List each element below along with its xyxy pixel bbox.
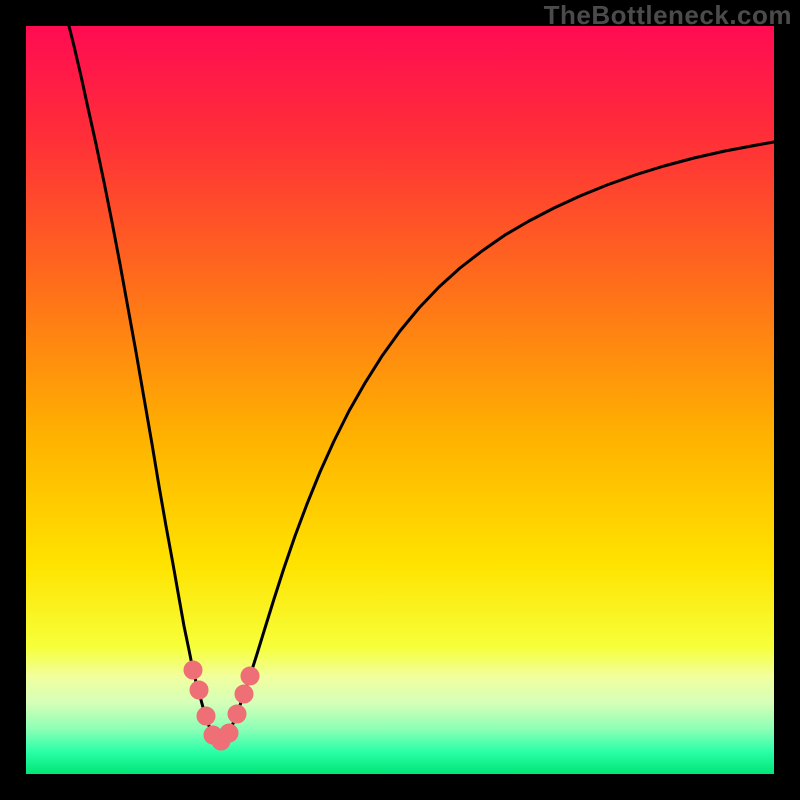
curve-marker xyxy=(184,661,202,679)
curve-marker xyxy=(220,724,238,742)
curve-marker xyxy=(241,667,259,685)
curve-marker xyxy=(190,681,208,699)
gradient-background xyxy=(26,26,774,774)
curve-marker xyxy=(197,707,215,725)
watermark-text: TheBottleneck.com xyxy=(544,0,792,31)
stage: TheBottleneck.com xyxy=(0,0,800,800)
curve-marker xyxy=(235,685,253,703)
plot-svg xyxy=(26,26,774,774)
plot-area xyxy=(26,26,774,774)
curve-marker xyxy=(228,705,246,723)
